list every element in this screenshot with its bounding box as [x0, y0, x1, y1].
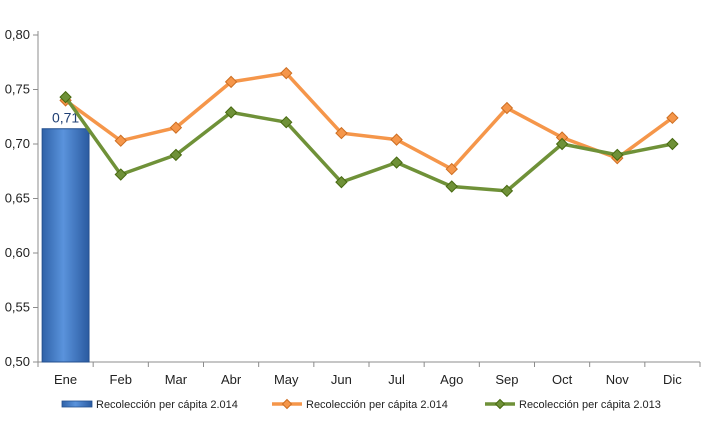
x-tick-label: Mar	[165, 372, 188, 387]
y-tick-label: 0,70	[5, 136, 30, 151]
series-1-marker-abr	[224, 75, 238, 89]
series-1-marker-jul	[390, 133, 403, 146]
series-2-marker-ago	[445, 180, 458, 193]
legend-entry-label: Recolección per cápita 2.014	[306, 399, 448, 411]
x-tick-label: Jun	[331, 372, 352, 387]
series-1-marker-mar	[169, 121, 183, 134]
y-tick-label: 0,65	[5, 191, 30, 206]
x-tick-label: Nov	[606, 372, 630, 387]
series-2-marker-jun	[335, 175, 348, 189]
y-tick-label: 0,80	[5, 27, 30, 42]
legend-entry-label: Recolección per cápita 2.013	[519, 399, 661, 411]
series-2-marker-may	[280, 115, 293, 129]
series-2-marker-dic	[666, 137, 679, 151]
series-1-marker-ago	[445, 162, 458, 176]
series-2-marker-sep	[500, 184, 514, 198]
x-tick-label: Oct	[552, 372, 573, 387]
x-tick-label: Feb	[110, 372, 132, 387]
series-line-2	[64, 96, 673, 193]
series-line-1	[64, 71, 674, 171]
y-tick-label: 0,75	[5, 82, 30, 97]
legend-swatch-bar	[61, 400, 93, 408]
legend-swatch-marker	[494, 398, 506, 410]
y-tick-label: 0,55	[5, 300, 30, 315]
x-tick-label: Ene	[54, 372, 77, 387]
series-1-marker-feb	[114, 134, 127, 147]
series-2-marker-abr	[224, 106, 238, 119]
x-tick-label: Jul	[388, 372, 405, 387]
y-tick-label: 0,50	[5, 354, 30, 369]
series-2-marker-oct	[555, 137, 569, 151]
x-tick-label: Sep	[495, 372, 518, 387]
x-tick-label: Dic	[663, 372, 682, 387]
series-2-marker-jul	[390, 156, 403, 169]
x-tick-label: May	[274, 372, 299, 387]
legend-entry-label: Recolección per cápita 2.014	[96, 399, 238, 411]
series-1-marker-may	[280, 66, 293, 80]
series-1-marker-sep	[500, 101, 514, 115]
series-2-marker-nov	[611, 148, 624, 162]
series-2-marker-feb	[114, 168, 127, 181]
series-1-marker-jun	[335, 126, 348, 140]
bar-data-label: 0,71	[52, 110, 79, 126]
series-2-marker-ene	[59, 90, 72, 104]
series-2-marker-mar	[169, 148, 183, 162]
y-tick-label: 0,60	[5, 245, 30, 260]
legend-swatch-marker	[281, 398, 293, 410]
x-tick-label: Abr	[221, 372, 242, 387]
x-tick-label: Ago	[440, 372, 463, 387]
bar-ene	[41, 128, 90, 363]
series-1-marker-dic	[666, 111, 679, 125]
